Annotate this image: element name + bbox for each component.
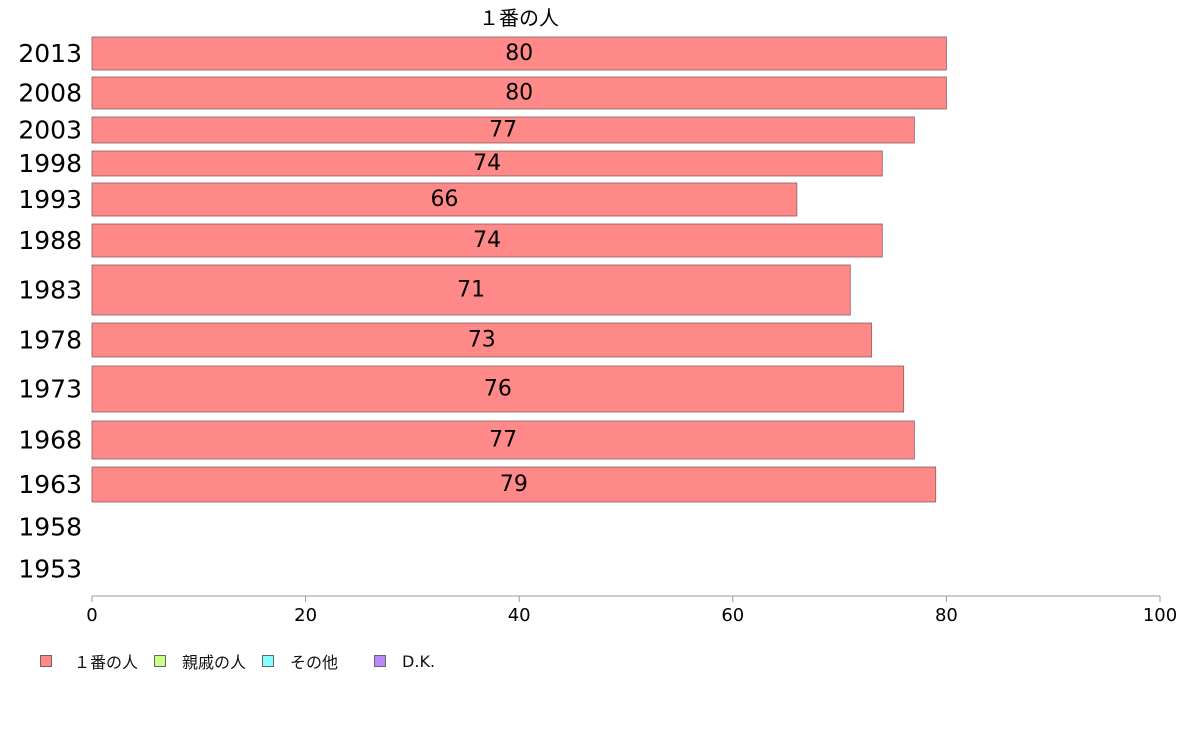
bar-value-label: 77 — [489, 428, 517, 453]
y-tick-label: 1983 — [18, 276, 82, 305]
bar-value-label: 74 — [473, 228, 501, 253]
y-tick-label: 1993 — [18, 185, 82, 214]
y-tick-label: 1958 — [18, 513, 82, 542]
bar-value-label: 71 — [457, 278, 485, 303]
legend-label: D.K. — [402, 651, 436, 671]
bar-value-label: 80 — [505, 81, 533, 106]
legend-swatch-icon — [374, 655, 387, 667]
bar — [91, 182, 798, 217]
x-tick-label: 100 — [1143, 605, 1177, 626]
chart-title: １番の人 — [479, 6, 559, 30]
legend-item-first: １番の人 — [40, 649, 138, 673]
y-tick-label: 1973 — [18, 375, 82, 404]
bar — [91, 36, 947, 71]
y-tick-label: 1963 — [18, 470, 82, 499]
legend-item-relatives: 親戚の人 — [154, 649, 246, 673]
legend-label: 親戚の人 — [182, 653, 247, 672]
bar-value-label: 74 — [473, 151, 501, 176]
bar — [91, 116, 915, 144]
bars-layer: 80 80 77 74 66 74 71 73 76 77 79 — [91, 36, 947, 503]
legend-swatch-icon — [154, 655, 167, 667]
y-tick-label: 2013 — [18, 39, 82, 68]
x-tick-label: 60 — [721, 605, 744, 626]
x-tick-label: 40 — [508, 605, 531, 626]
x-tick-label: 80 — [935, 605, 958, 626]
y-tick-label: 1988 — [18, 226, 82, 255]
bar — [91, 420, 915, 460]
legend-swatch-icon — [262, 655, 275, 667]
bar-value-label: 66 — [430, 187, 458, 212]
y-tick-label: 1978 — [18, 326, 82, 355]
legend: １番の人 親戚の人 その他 D.K. — [40, 649, 435, 673]
y-tick-label: 1953 — [18, 555, 82, 584]
bar-value-label: 77 — [489, 118, 517, 143]
x-tick-label: 0 — [86, 605, 97, 626]
bar-value-label: 76 — [484, 377, 512, 402]
bar — [91, 76, 947, 110]
bar-value-label: 73 — [468, 328, 496, 353]
legend-item-other: その他 — [262, 649, 338, 673]
x-axis: 0 20 40 60 80 100 — [86, 595, 1177, 626]
legend-swatch-icon — [40, 655, 52, 667]
y-tick-label: 2008 — [18, 79, 82, 108]
y-axis-labels: 2013 2008 2003 1998 1993 1988 1983 1978 1973 1968… — [18, 39, 82, 584]
x-tick-label: 20 — [294, 605, 317, 626]
bar-value-label: 80 — [505, 41, 533, 66]
bar — [91, 264, 851, 316]
bar — [91, 223, 883, 258]
bar — [91, 365, 905, 413]
y-tick-label: 1998 — [18, 149, 82, 178]
bar — [91, 466, 937, 503]
legend-label: その他 — [290, 653, 339, 672]
bar — [91, 150, 883, 177]
legend-label: １番の人 — [74, 653, 139, 672]
bar-value-label: 79 — [500, 472, 528, 497]
y-tick-label: 2003 — [18, 116, 82, 145]
bar — [91, 322, 873, 358]
legend-item-dk: D.K. — [374, 652, 435, 671]
y-tick-label: 1968 — [18, 426, 82, 455]
